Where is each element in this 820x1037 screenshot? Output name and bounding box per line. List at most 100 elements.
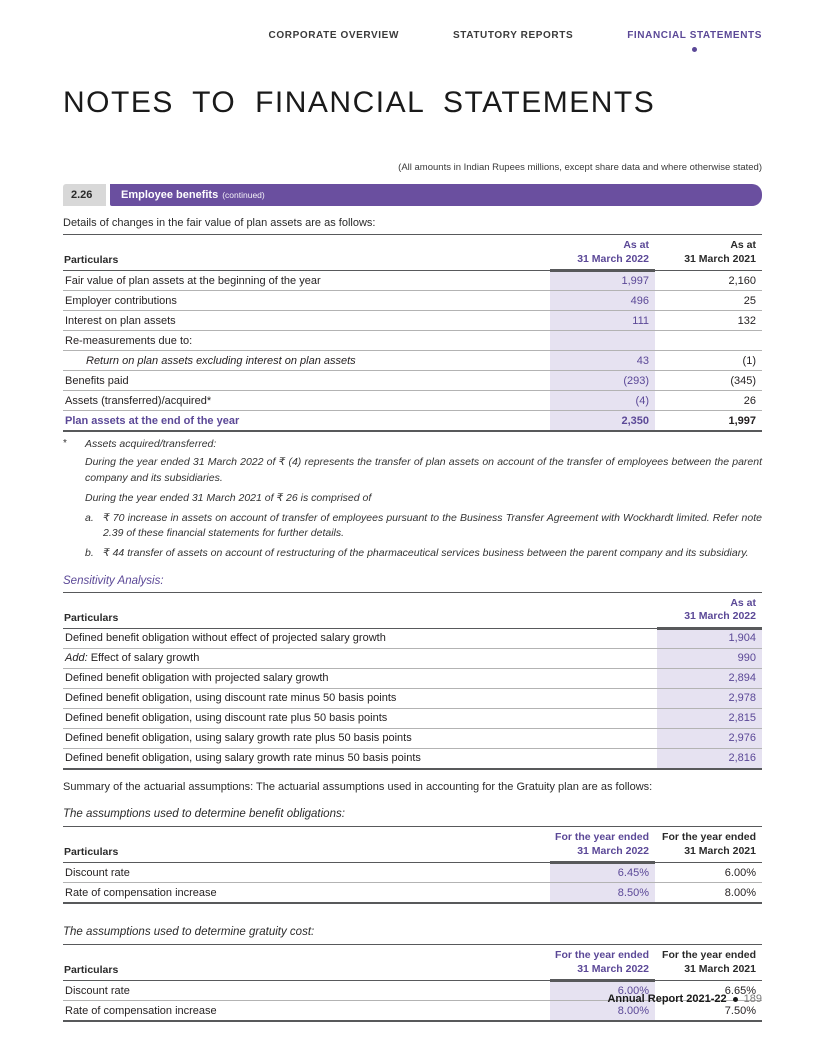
row-value-2021: 6.65% [724,984,756,997]
row-label: Discount rate [65,866,130,879]
gratuity-cost-table: Particulars For the year ended 31 March … [63,944,762,1023]
table-header-row: Particulars As at 31 March 2022 [63,593,762,631]
section-header: 2.26 Employee benefits (continued) [63,184,762,206]
column-header-line1: As at [623,239,649,251]
row-value-2021: (1) [742,354,756,367]
section-number: 2.26 [63,184,106,206]
column-header-line1: As at [730,239,756,251]
table-header-row: Particulars For the year ended 31 March … [63,827,762,865]
table-row: Defined benefit obligation, using salary… [63,748,762,770]
plan-assets-intro: Details of changes in the fair value of … [63,217,376,229]
table-row: Rate of compensation increase 8.50% 8.00… [63,883,762,905]
table-row: Return on plan assets excluding interest… [63,351,762,372]
assumptions-summary: Summary of the actuarial assumptions: Th… [63,780,653,793]
column-header-particulars: Particulars [64,611,119,624]
row-label: Employer contributions [65,294,177,307]
row-value-2022: 1,904 [657,628,762,648]
table-row: Rate of compensation increase 8.00% 7.50… [63,1001,762,1023]
row-value-2021: 132 [737,314,756,327]
row-label: Defined benefit obligation, using discou… [65,692,397,705]
table-row: Discount rate 6.45% 6.00% [63,863,762,884]
row-value-2022: 111 [550,311,655,331]
column-header-2022: As at 31 March 2022 [657,596,762,631]
benefit-obligations-heading: The assumptions used to determine benefi… [63,807,345,820]
table-row: Defined benefit obligation, using discou… [63,688,762,709]
row-label: Assets (transferred)/acquired* [65,394,212,407]
amounts-disclaimer: (All amounts in Indian Rupees millions, … [398,162,762,173]
section-title-suffix: (continued) [222,190,265,200]
top-navigation: CORPORATE OVERVIEW STATUTORY REPORTS FIN… [63,30,762,52]
row-label: Defined benefit obligation, using salary… [65,752,421,765]
row-label: Discount rate [65,984,130,997]
footnote-list-item: b. ₹ 44 transfer of assets on account of… [85,546,762,561]
column-header-particulars: Particulars [64,254,119,267]
table-row: Defined benefit obligation with projecte… [63,668,762,689]
nav-financial-statements-label: FINANCIAL STATEMENTS [627,30,762,41]
bullet-separator-icon [732,996,738,1002]
page-footer: Annual Report 2021-22 189 [607,993,762,1005]
table-row: Defined benefit obligation without effec… [63,628,762,649]
table-row: Benefits paid (293) (345) [63,371,762,392]
list-item-text: ₹ 70 increase in assets on account of tr… [103,511,762,540]
row-label-prefix: Add: [65,652,88,665]
row-value-2021 [655,331,762,350]
column-header-line1: As at [730,596,756,609]
footnote-block: * Assets acquired/transferred: During th… [63,438,762,561]
column-header-line2: 31 March 2021 [684,252,756,265]
footnote-title: Assets acquired/transferred: [85,438,217,451]
table-row: Defined benefit obligation, using discou… [63,708,762,729]
column-header-line2: 31 March 2022 [684,610,756,623]
column-header-line2: 31 March 2022 [577,252,649,265]
column-header-line1: For the year ended [662,949,756,962]
gratuity-cost-heading: The assumptions used to determine gratui… [63,926,315,939]
row-value-2021: 1,997 [728,414,756,427]
nav-statutory-reports[interactable]: STATUTORY REPORTS [453,30,574,41]
row-value-2022: 6.00% [550,981,655,1001]
row-value-2021: (345) [730,374,756,387]
row-value-2021: 8.00% [724,886,756,899]
row-value-2022: 2,978 [657,688,762,708]
row-label: Rate of compensation increase [65,886,217,899]
row-value-2022: 2,815 [657,708,762,728]
table-row: Defined benefit obligation, using salary… [63,728,762,749]
column-header-2021: For the year ended 31 March 2021 [655,831,762,862]
row-value-2022: 8.00% [550,1001,655,1021]
row-label: Defined benefit obligation without effec… [65,632,386,645]
table-row: Interest on plan assets 111 132 [63,311,762,332]
section-title-bar: Employee benefits (continued) [110,184,762,206]
row-label: Plan assets at the end of the year [65,414,240,427]
plan-assets-table: Particulars As at 31 March 2022 As at 31… [63,234,762,433]
row-value-2022 [550,331,655,351]
sensitivity-table: Particulars As at 31 March 2022 Defined … [63,591,762,770]
row-value-2022: 43 [550,351,655,371]
row-value-2022: 2,976 [657,728,762,748]
row-label: Interest on plan assets [65,314,176,327]
table-total-row: Plan assets at the end of the year 2,350… [63,411,762,433]
list-item-marker: a. [85,511,94,524]
report-name: Annual Report 2021-22 [607,993,727,1005]
row-label: Defined benefit obligation, using salary… [65,732,412,745]
table-header-row: Particulars For the year ended 31 March … [63,945,762,983]
nav-financial-statements[interactable]: FINANCIAL STATEMENTS [627,30,762,52]
row-value-2021: 6.00% [724,866,756,879]
column-header-2021: For the year ended 31 March 2021 [655,949,762,980]
column-header-particulars: Particulars [64,964,119,977]
row-value-2022: 496 [550,291,655,311]
row-value-2022: (4) [550,391,655,411]
sensitivity-heading: Sensitivity Analysis: [63,574,164,587]
footnote-marker: * [63,438,67,450]
column-header-2022: As at 31 March 2022 [550,239,655,273]
nav-corporate-overview[interactable]: CORPORATE OVERVIEW [268,30,399,41]
row-label: Add: Effect of salary growth [63,649,657,668]
table-row: Add: Effect of salary growth 990 [63,648,762,669]
column-header-2022: For the year ended 31 March 2022 [550,949,655,983]
page-number: 189 [743,993,762,1005]
row-label: Fair value of plan assets at the beginni… [65,274,321,287]
footnote-list-item: a. ₹ 70 increase in assets on account of… [85,511,762,541]
column-header-line1: For the year ended [555,949,649,962]
column-header-line2: 31 March 2021 [684,844,756,857]
list-item-text: ₹ 44 transfer of assets on account of re… [103,547,749,560]
footnote-paragraph: During the year ended 31 March 2021 of ₹… [85,491,372,504]
row-value-2022: 6.45% [550,863,655,883]
column-header-line2: 31 March 2022 [577,962,649,975]
